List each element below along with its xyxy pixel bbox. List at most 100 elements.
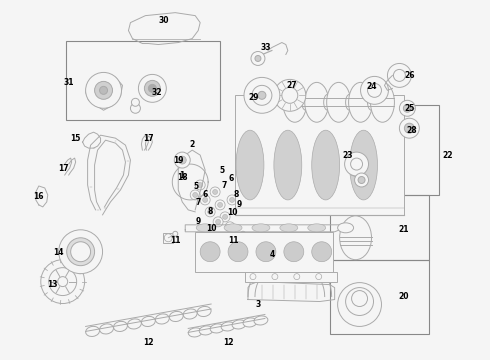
- Ellipse shape: [399, 100, 416, 116]
- Ellipse shape: [361, 76, 389, 104]
- Ellipse shape: [49, 268, 76, 296]
- Ellipse shape: [399, 118, 419, 138]
- Ellipse shape: [86, 72, 122, 108]
- Ellipse shape: [200, 195, 210, 205]
- Text: 10: 10: [206, 224, 217, 233]
- Ellipse shape: [225, 222, 235, 232]
- Ellipse shape: [131, 98, 140, 106]
- Ellipse shape: [59, 230, 102, 274]
- Ellipse shape: [404, 123, 415, 133]
- Ellipse shape: [344, 152, 368, 176]
- Ellipse shape: [227, 195, 237, 205]
- Bar: [330, 195, 429, 260]
- Ellipse shape: [213, 189, 218, 194]
- Ellipse shape: [99, 86, 107, 94]
- Ellipse shape: [250, 274, 256, 280]
- Text: 23: 23: [343, 150, 353, 159]
- Ellipse shape: [294, 274, 300, 280]
- Text: 29: 29: [249, 93, 259, 102]
- Text: 19: 19: [173, 156, 184, 165]
- Ellipse shape: [203, 197, 208, 202]
- Ellipse shape: [350, 158, 363, 170]
- Ellipse shape: [218, 202, 222, 207]
- Ellipse shape: [345, 94, 354, 110]
- Text: 9: 9: [196, 217, 201, 226]
- Ellipse shape: [244, 77, 280, 113]
- Ellipse shape: [196, 224, 214, 232]
- Ellipse shape: [345, 288, 373, 315]
- Ellipse shape: [228, 242, 248, 262]
- Ellipse shape: [200, 242, 220, 262]
- Ellipse shape: [197, 183, 203, 188]
- Ellipse shape: [312, 242, 332, 262]
- Ellipse shape: [190, 190, 200, 200]
- Ellipse shape: [193, 193, 197, 197]
- Bar: [163, 233, 173, 243]
- Ellipse shape: [236, 130, 264, 200]
- Ellipse shape: [252, 85, 272, 105]
- Ellipse shape: [67, 238, 95, 266]
- Text: 26: 26: [404, 71, 415, 80]
- Ellipse shape: [205, 207, 215, 217]
- Ellipse shape: [254, 316, 268, 325]
- Ellipse shape: [222, 214, 227, 219]
- Ellipse shape: [349, 130, 377, 200]
- Ellipse shape: [348, 82, 372, 122]
- Bar: [330, 260, 429, 334]
- Text: 30: 30: [158, 16, 169, 25]
- Ellipse shape: [308, 224, 326, 232]
- Text: 12: 12: [223, 338, 233, 347]
- Text: 5: 5: [194, 183, 199, 192]
- Ellipse shape: [41, 260, 85, 303]
- Ellipse shape: [272, 274, 278, 280]
- Ellipse shape: [170, 311, 183, 321]
- Text: 33: 33: [261, 43, 271, 52]
- Ellipse shape: [164, 234, 172, 242]
- Ellipse shape: [327, 82, 350, 122]
- Ellipse shape: [393, 69, 405, 81]
- Ellipse shape: [324, 94, 332, 110]
- Text: 25: 25: [404, 104, 415, 113]
- Ellipse shape: [284, 242, 304, 262]
- Ellipse shape: [199, 326, 213, 335]
- Ellipse shape: [312, 130, 340, 200]
- Ellipse shape: [216, 219, 220, 224]
- Text: 17: 17: [58, 163, 69, 172]
- Ellipse shape: [283, 82, 307, 122]
- Ellipse shape: [252, 224, 270, 232]
- Text: 7: 7: [221, 181, 227, 190]
- Ellipse shape: [221, 322, 235, 331]
- Ellipse shape: [370, 82, 394, 122]
- Text: 9: 9: [236, 201, 242, 210]
- Text: 11: 11: [170, 236, 180, 245]
- Text: 20: 20: [398, 292, 409, 301]
- Ellipse shape: [305, 82, 329, 122]
- Bar: [245, 272, 337, 282]
- Ellipse shape: [86, 327, 99, 337]
- Ellipse shape: [183, 309, 197, 319]
- Ellipse shape: [340, 216, 371, 260]
- Ellipse shape: [220, 212, 230, 222]
- Ellipse shape: [232, 320, 246, 329]
- Ellipse shape: [274, 130, 302, 200]
- Text: 31: 31: [63, 78, 74, 87]
- Text: 4: 4: [270, 250, 274, 259]
- Text: 6: 6: [202, 190, 208, 199]
- Text: 3: 3: [255, 300, 261, 309]
- Text: 11: 11: [228, 236, 238, 245]
- Ellipse shape: [99, 324, 114, 334]
- Ellipse shape: [241, 231, 245, 236]
- Text: 10: 10: [227, 208, 237, 217]
- Ellipse shape: [338, 223, 354, 233]
- Ellipse shape: [210, 324, 224, 333]
- Text: 8: 8: [233, 190, 239, 199]
- Ellipse shape: [258, 91, 266, 99]
- Ellipse shape: [256, 242, 276, 262]
- Ellipse shape: [58, 276, 68, 287]
- Ellipse shape: [352, 291, 368, 306]
- Ellipse shape: [368, 84, 382, 97]
- Text: 24: 24: [366, 82, 377, 91]
- Text: 28: 28: [406, 126, 416, 135]
- Ellipse shape: [138, 75, 166, 102]
- Bar: [66, 41, 220, 120]
